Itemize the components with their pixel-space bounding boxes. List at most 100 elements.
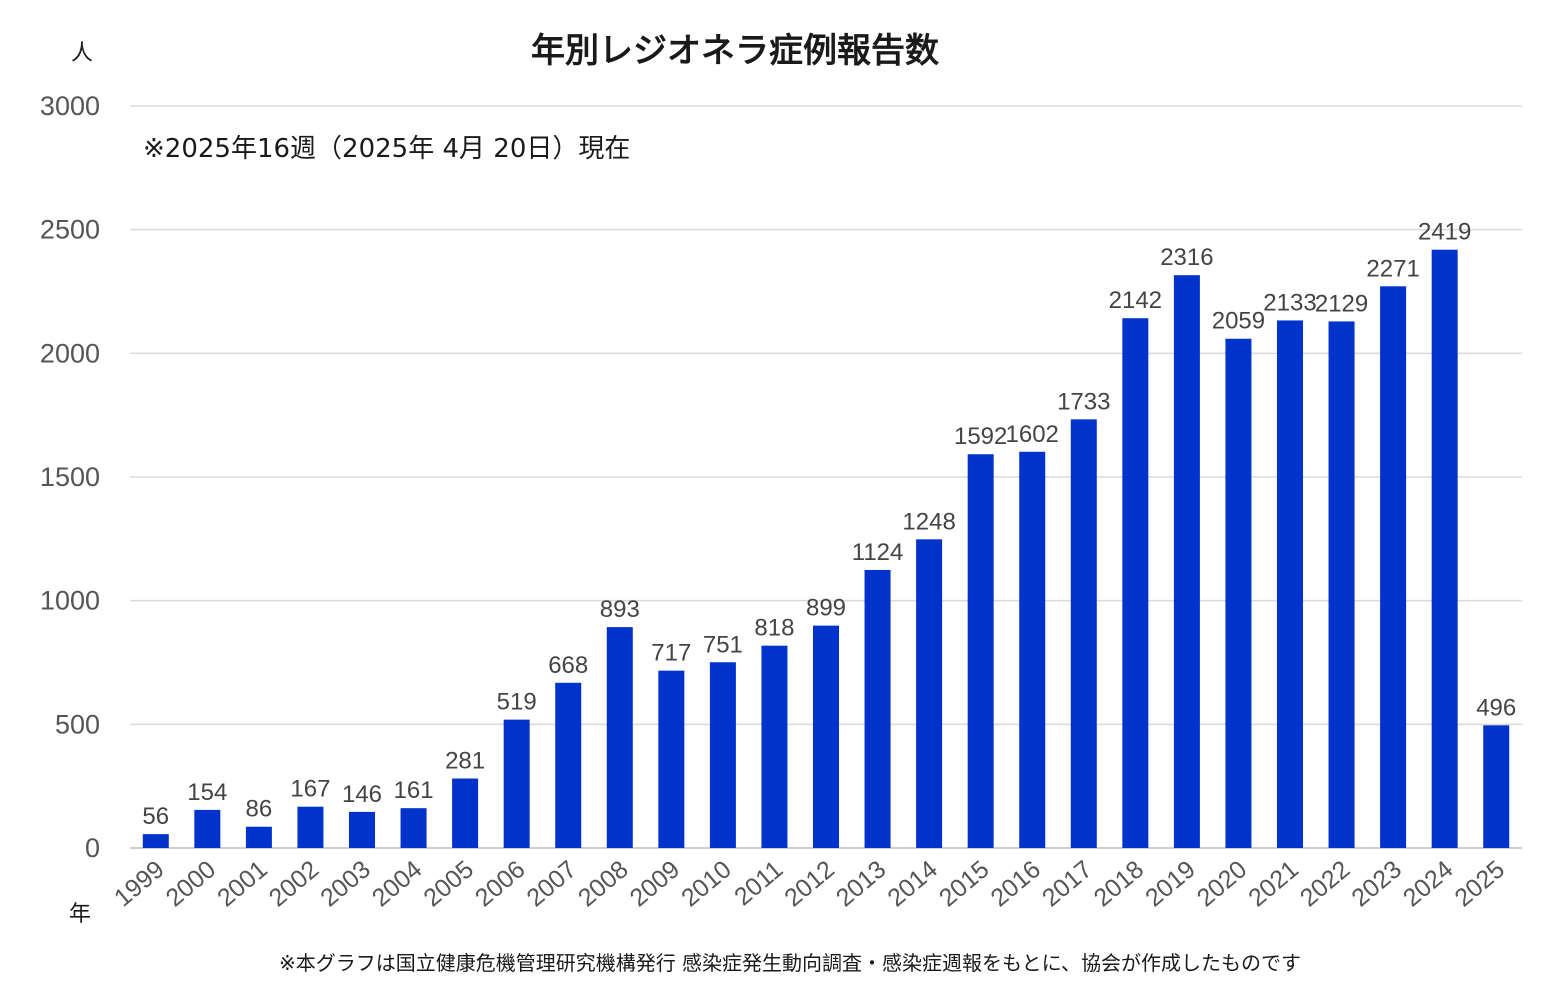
bar-2009 (658, 670, 685, 848)
bar-2016 (1019, 451, 1046, 848)
y-tick-label: 2000 (40, 338, 100, 368)
y-axis-ticks: 0 500 1000 1500 2000 2500 3000 (40, 91, 100, 863)
x-tick-label-2001: 2001 (212, 855, 273, 912)
x-tick-label-2018: 2018 (1089, 855, 1150, 912)
x-tick-label-2016: 2016 (985, 855, 1046, 912)
bar-2023 (1380, 286, 1407, 848)
x-tick-label-2005: 2005 (418, 855, 479, 912)
data-label-2005: 281 (445, 747, 485, 774)
x-tick-label-2000: 2000 (161, 855, 222, 912)
gridlines (130, 105, 1522, 849)
bar-2012 (813, 625, 839, 848)
bar-2000 (194, 809, 221, 848)
data-label-2015: 1592 (954, 423, 1007, 450)
data-label-2007: 668 (548, 652, 588, 679)
x-tick-label-2009: 2009 (625, 855, 686, 912)
x-tick-label-1999: 1999 (109, 855, 170, 912)
data-label-2009: 717 (651, 640, 691, 667)
bar-2018 (1122, 318, 1149, 848)
data-label-2000: 154 (187, 779, 227, 806)
data-label-2016: 1602 (1006, 421, 1059, 448)
x-tick-label-2008: 2008 (573, 855, 634, 912)
as-of-note: ※2025年16週（2025年 4月 20日）現在 (143, 134, 630, 164)
chart-title: 年別レジオネラ症例報告数 (531, 31, 939, 71)
data-label-2021: 2133 (1263, 289, 1316, 316)
x-tick-label-2020: 2020 (1192, 855, 1253, 912)
y-tick-label: 0 (85, 833, 100, 863)
bar-2001 (245, 826, 272, 848)
x-tick-label-2022: 2022 (1295, 855, 1356, 912)
data-label-2011: 818 (754, 615, 794, 642)
y-axis-unit-label: 人 (71, 41, 93, 66)
source-note: ※本グラフは国立健康危機管理研究機構発行 感染症発生動向調査・感染症週報をもとに… (279, 951, 1301, 975)
bar-1999 (142, 834, 169, 848)
bar-2005 (452, 778, 479, 848)
x-tick-label-2014: 2014 (882, 855, 943, 912)
bars (142, 249, 1510, 848)
data-label-2024: 2419 (1418, 219, 1471, 246)
bar-2002 (297, 806, 324, 848)
x-tick-label-2019: 2019 (1140, 855, 1201, 912)
bar-2020 (1225, 338, 1252, 848)
data-label-2002: 167 (290, 776, 330, 803)
data-label-2025: 496 (1476, 694, 1516, 721)
bar-2010 (709, 662, 736, 848)
bar-2008 (606, 627, 633, 848)
data-label-2008: 893 (600, 596, 640, 623)
data-label-1999: 56 (142, 803, 169, 830)
data-label-2022: 2129 (1315, 290, 1368, 317)
data-label-2003: 146 (342, 781, 382, 808)
x-axis-ticks: 1999200020012002200320042005200620072008… (109, 855, 1510, 912)
y-tick-label: 500 (55, 709, 100, 739)
x-tick-label-2023: 2023 (1346, 855, 1407, 912)
x-tick-label-2017: 2017 (1037, 855, 1098, 912)
x-tick-label-2011: 2011 (729, 855, 788, 911)
x-tick-label-2004: 2004 (367, 855, 428, 912)
bar-2017 (1070, 419, 1097, 848)
data-label-2019: 2316 (1160, 244, 1213, 271)
x-tick-label-2015: 2015 (934, 855, 995, 912)
data-label-2004: 161 (394, 777, 434, 804)
x-tick-label-2021: 2021 (1243, 855, 1304, 912)
bar-2007 (555, 682, 582, 848)
x-tick-label-2010: 2010 (676, 855, 737, 912)
y-tick-label: 1500 (40, 462, 100, 492)
bar-2003 (349, 811, 375, 848)
data-label-2017: 1733 (1057, 388, 1110, 415)
bar-2011 (761, 645, 788, 848)
bar-2004 (400, 808, 427, 848)
bar-2006 (503, 719, 530, 848)
data-label-2006: 519 (497, 689, 537, 716)
bar-2022 (1328, 321, 1355, 848)
data-label-2014: 1248 (902, 508, 955, 535)
bar-2014 (916, 539, 943, 848)
data-label-2012: 899 (806, 595, 846, 622)
bar-2013 (864, 569, 891, 848)
bar-2025 (1483, 725, 1510, 848)
bar-2021 (1277, 320, 1303, 848)
x-tick-label-2002: 2002 (264, 855, 325, 912)
data-label-2018: 2142 (1109, 287, 1162, 314)
bar-2019 (1173, 275, 1200, 848)
x-tick-label-2025: 2025 (1449, 855, 1510, 912)
x-tick-label-2003: 2003 (315, 855, 376, 912)
x-tick-label-2024: 2024 (1398, 855, 1459, 912)
bar-2015 (967, 454, 994, 848)
x-axis-unit-label: 年 (69, 902, 91, 927)
data-label-2020: 2059 (1212, 308, 1265, 335)
x-tick-label-2007: 2007 (521, 855, 582, 912)
x-tick-label-2013: 2013 (831, 855, 892, 912)
data-label-2013: 1124 (852, 539, 904, 566)
y-tick-label: 1000 (40, 586, 100, 616)
y-tick-label: 2500 (40, 215, 100, 245)
bar-2024 (1431, 249, 1458, 848)
data-labels: 56 154 86 167 146 161 281 519 668 893 717 751 818 899… (142, 219, 1516, 830)
x-tick-label-2006: 2006 (470, 855, 531, 912)
data-label-2001: 86 (246, 796, 273, 823)
y-tick-label: 3000 (40, 91, 100, 121)
x-tick-label-2012: 2012 (779, 855, 840, 912)
data-label-2023: 2271 (1366, 255, 1419, 282)
data-label-2010: 751 (703, 631, 743, 658)
